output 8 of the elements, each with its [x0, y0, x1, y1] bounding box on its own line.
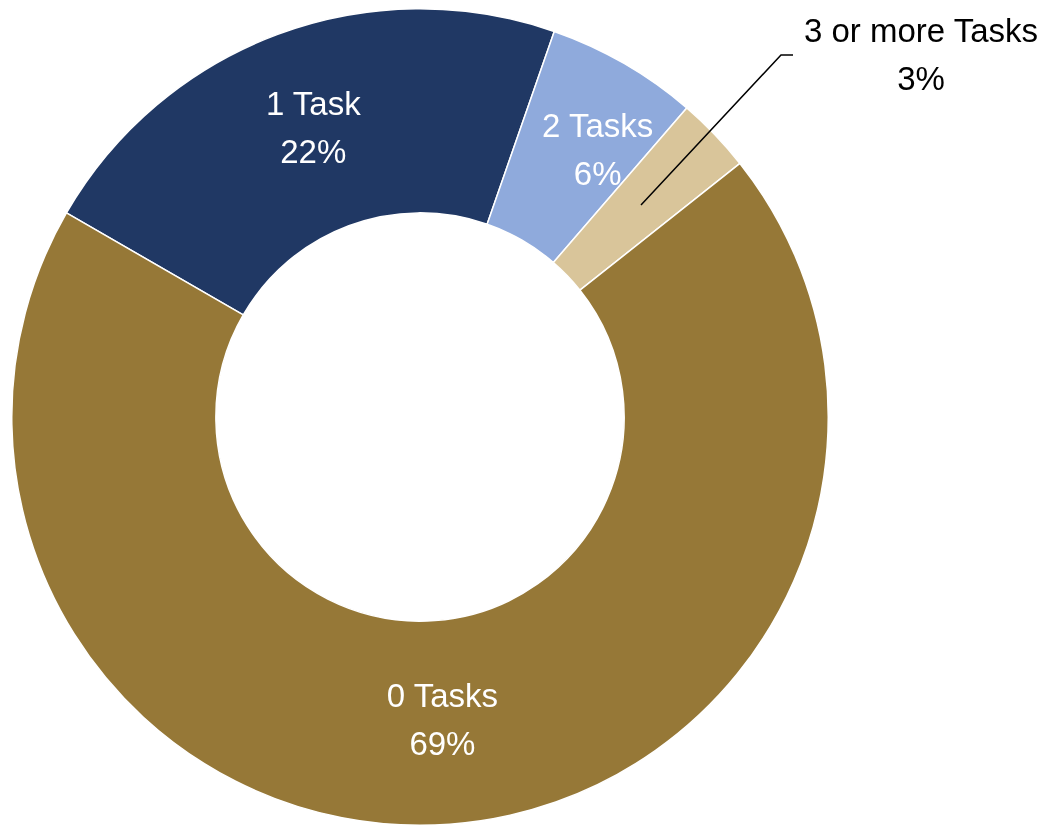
- slice-label: 1 Task: [265, 85, 362, 123]
- slice-label: 2 Tasks: [542, 106, 654, 144]
- data-label: 3%: [897, 60, 945, 98]
- data-label: 6%: [573, 154, 622, 192]
- data-label: 22%: [280, 133, 347, 171]
- slice-label: 0 Tasks: [386, 677, 499, 715]
- slice-label: 3 or more Tasks: [803, 12, 1039, 50]
- data-label: 69%: [409, 725, 476, 763]
